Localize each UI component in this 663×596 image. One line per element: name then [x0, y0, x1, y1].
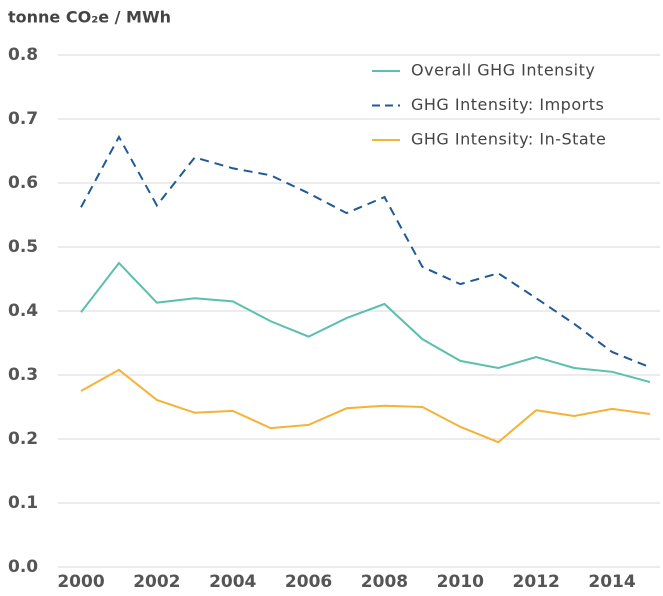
- y-tick-label: 0.0: [8, 557, 38, 577]
- y-axis-label: tonne CO₂e / MWh: [8, 8, 171, 27]
- x-tick-label: 2004: [209, 572, 256, 592]
- x-tick-label: 2014: [588, 572, 635, 592]
- x-tick-label: 2002: [133, 572, 180, 592]
- x-tick-label: 2006: [285, 572, 332, 592]
- series-line: [80, 368, 651, 444]
- x-tick-label: 2008: [361, 572, 408, 592]
- x-tick-label: 2000: [57, 572, 104, 592]
- y-tick-label: 0.8: [8, 45, 38, 65]
- y-tick-label: 0.7: [8, 109, 38, 129]
- x-tick-label: 2010: [437, 572, 484, 592]
- series-line: [80, 134, 651, 369]
- x-tick-label: 2012: [513, 572, 560, 592]
- y-tick-label: 0.6: [8, 173, 38, 193]
- y-tick-label: 0.3: [8, 365, 38, 385]
- legend-label: GHG Intensity: Imports: [411, 95, 604, 114]
- legend-label: Overall GHG Intensity: [411, 61, 595, 80]
- y-tick-label: 0.5: [8, 237, 38, 257]
- y-tick-label: 0.2: [8, 429, 38, 449]
- series-line: [80, 261, 651, 384]
- y-tick-label: 0.4: [8, 301, 38, 321]
- legend-label: GHG Intensity: In-State: [411, 130, 606, 149]
- y-tick-label: 0.1: [8, 493, 38, 513]
